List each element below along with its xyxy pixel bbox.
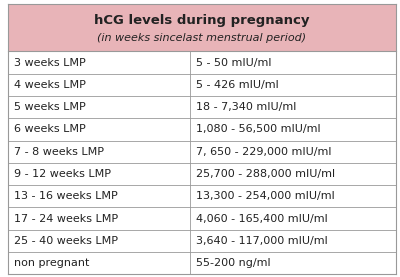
Text: 9 - 12 weeks LMP: 9 - 12 weeks LMP xyxy=(14,169,111,179)
Text: 4,060 - 165,400 mIU/ml: 4,060 - 165,400 mIU/ml xyxy=(196,214,328,224)
Text: 55-200 ng/ml: 55-200 ng/ml xyxy=(196,258,271,268)
Bar xyxy=(8,118,396,140)
Bar xyxy=(8,96,396,118)
Text: 7, 650 - 229,000 mIU/ml: 7, 650 - 229,000 mIU/ml xyxy=(196,147,332,157)
Text: 7 - 8 weeks LMP: 7 - 8 weeks LMP xyxy=(14,147,104,157)
Text: 13,300 - 254,000 mIU/ml: 13,300 - 254,000 mIU/ml xyxy=(196,191,335,201)
Text: 5 - 426 mIU/ml: 5 - 426 mIU/ml xyxy=(196,80,279,90)
Bar xyxy=(8,74,396,96)
Bar xyxy=(8,207,396,230)
Text: 6 weeks LMP: 6 weeks LMP xyxy=(14,124,86,134)
Text: (in weeks sincelast menstrual period): (in weeks sincelast menstrual period) xyxy=(98,33,306,43)
Text: 17 - 24 weeks LMP: 17 - 24 weeks LMP xyxy=(14,214,118,224)
Text: 25,700 - 288,000 mIU/ml: 25,700 - 288,000 mIU/ml xyxy=(196,169,335,179)
Bar xyxy=(8,140,396,163)
Text: 25 - 40 weeks LMP: 25 - 40 weeks LMP xyxy=(14,236,118,246)
Bar xyxy=(8,185,396,207)
Text: 13 - 16 weeks LMP: 13 - 16 weeks LMP xyxy=(14,191,118,201)
Text: 3 weeks LMP: 3 weeks LMP xyxy=(14,58,86,68)
Bar xyxy=(8,52,396,74)
Bar xyxy=(8,230,396,252)
Text: 18 - 7,340 mIU/ml: 18 - 7,340 mIU/ml xyxy=(196,102,296,112)
Text: 5 weeks LMP: 5 weeks LMP xyxy=(14,102,86,112)
Text: 3,640 - 117,000 mIU/ml: 3,640 - 117,000 mIU/ml xyxy=(196,236,328,246)
Text: 4 weeks LMP: 4 weeks LMP xyxy=(14,80,86,90)
Text: 5 - 50 mIU/ml: 5 - 50 mIU/ml xyxy=(196,58,272,68)
Text: 1,080 - 56,500 mIU/ml: 1,080 - 56,500 mIU/ml xyxy=(196,124,321,134)
Text: hCG levels during pregnancy: hCG levels during pregnancy xyxy=(94,14,310,27)
Bar xyxy=(8,4,396,52)
Bar xyxy=(8,163,396,185)
Bar xyxy=(8,252,396,274)
Text: non pregnant: non pregnant xyxy=(14,258,89,268)
